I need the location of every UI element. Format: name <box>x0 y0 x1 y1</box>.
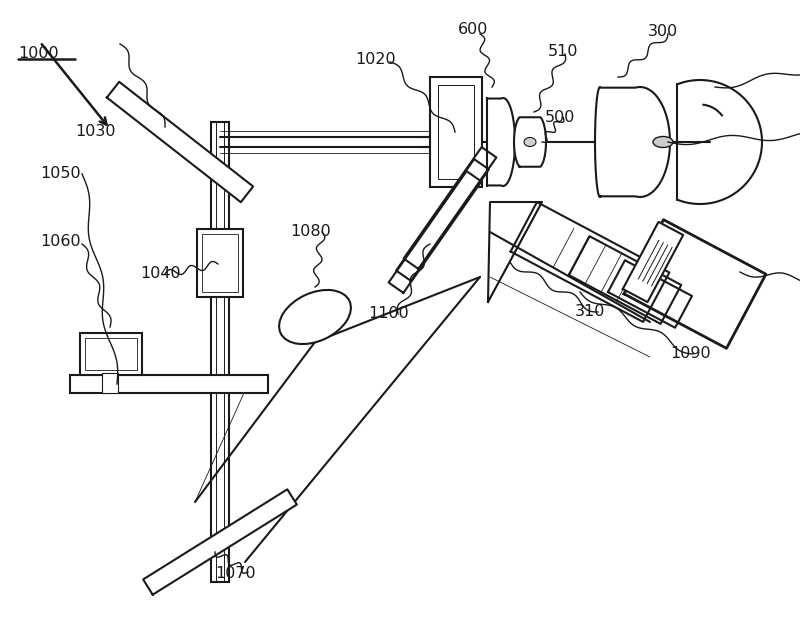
Polygon shape <box>389 171 482 293</box>
Text: 310: 310 <box>575 305 606 320</box>
Polygon shape <box>487 98 515 186</box>
Polygon shape <box>608 260 692 328</box>
Polygon shape <box>143 489 297 595</box>
Polygon shape <box>514 118 546 167</box>
Polygon shape <box>569 236 682 324</box>
Polygon shape <box>595 87 670 197</box>
Bar <box>85 338 137 370</box>
Bar <box>211 122 229 582</box>
Text: 1070: 1070 <box>215 566 256 581</box>
Text: 1050: 1050 <box>40 166 81 181</box>
Polygon shape <box>510 202 670 322</box>
Text: 300: 300 <box>648 25 678 39</box>
Text: 1030: 1030 <box>75 125 115 140</box>
Text: 1040: 1040 <box>140 267 181 281</box>
Bar <box>438 85 474 179</box>
Polygon shape <box>107 82 253 202</box>
Bar <box>70 375 268 393</box>
Text: 600: 600 <box>458 23 488 37</box>
Text: 1080: 1080 <box>290 224 330 240</box>
Text: 510: 510 <box>548 44 578 59</box>
Text: 1020: 1020 <box>355 52 396 68</box>
Bar <box>202 234 238 292</box>
Polygon shape <box>624 220 766 348</box>
Ellipse shape <box>524 138 536 147</box>
Polygon shape <box>396 159 489 281</box>
Bar <box>430 77 482 187</box>
Polygon shape <box>404 147 496 269</box>
Text: 1090: 1090 <box>670 346 710 362</box>
Ellipse shape <box>653 137 673 147</box>
Text: 1000: 1000 <box>18 47 58 61</box>
Text: 1060: 1060 <box>40 234 81 250</box>
Text: 1100: 1100 <box>368 307 409 322</box>
Bar <box>197 229 243 297</box>
Text: 500: 500 <box>545 109 575 125</box>
Ellipse shape <box>279 290 351 344</box>
Polygon shape <box>488 202 542 302</box>
Polygon shape <box>622 222 683 302</box>
Bar <box>102 373 118 393</box>
Bar <box>80 333 142 375</box>
